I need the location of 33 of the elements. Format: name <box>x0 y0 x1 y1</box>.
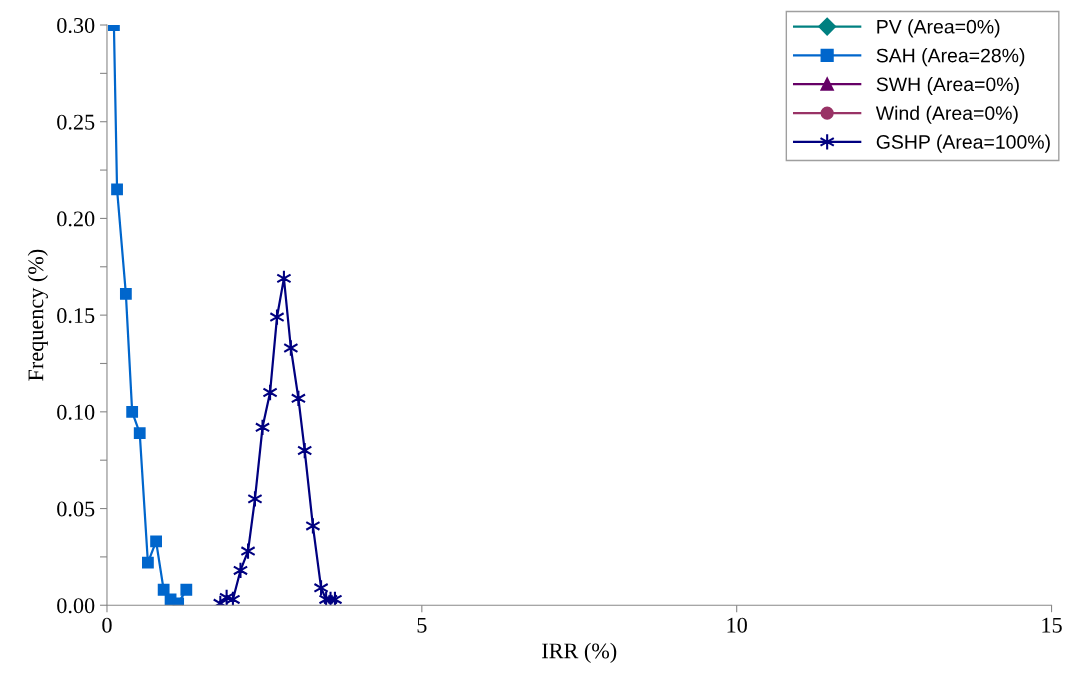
point <box>225 590 241 606</box>
point <box>327 590 343 606</box>
point <box>119 287 132 300</box>
legend-label: SWH (Area=0%) <box>876 76 1019 96</box>
y-tick-label: 0.10 <box>57 404 95 420</box>
point <box>180 583 193 596</box>
y-tick-label: 0.25 <box>57 114 95 130</box>
point <box>126 405 139 418</box>
x-tick-label: 10 <box>727 617 747 633</box>
point <box>111 183 123 196</box>
legend-label: GSHP (Area=100%) <box>876 134 1050 153</box>
x-tick-label: 0 <box>102 617 112 633</box>
point <box>157 583 170 596</box>
point <box>150 535 162 548</box>
point <box>283 339 299 357</box>
y-axis-title: Frequency (%) <box>27 249 48 381</box>
point <box>240 542 256 560</box>
point <box>254 418 271 436</box>
y-tick-label: 0.15 <box>57 308 95 324</box>
legend-label: SAH (Area=28%) <box>876 48 1025 67</box>
legend-label: PV (Area=0%) <box>877 19 1000 38</box>
y-tick-label: 0.00 <box>57 598 95 614</box>
y-tick-label: 0.30 <box>57 17 95 34</box>
legend-label: Wind (Area=0%) <box>875 105 1018 124</box>
y-tick-label: 0.20 <box>57 211 95 227</box>
x-axis-title: IRR (%) <box>542 642 617 663</box>
point <box>232 561 249 580</box>
point <box>269 308 285 326</box>
point <box>133 427 146 440</box>
x-tick-label: 5 <box>417 617 427 633</box>
point <box>142 556 154 569</box>
x-tick-label: 15 <box>1042 617 1062 633</box>
y-tick-label: 0.05 <box>57 501 95 517</box>
